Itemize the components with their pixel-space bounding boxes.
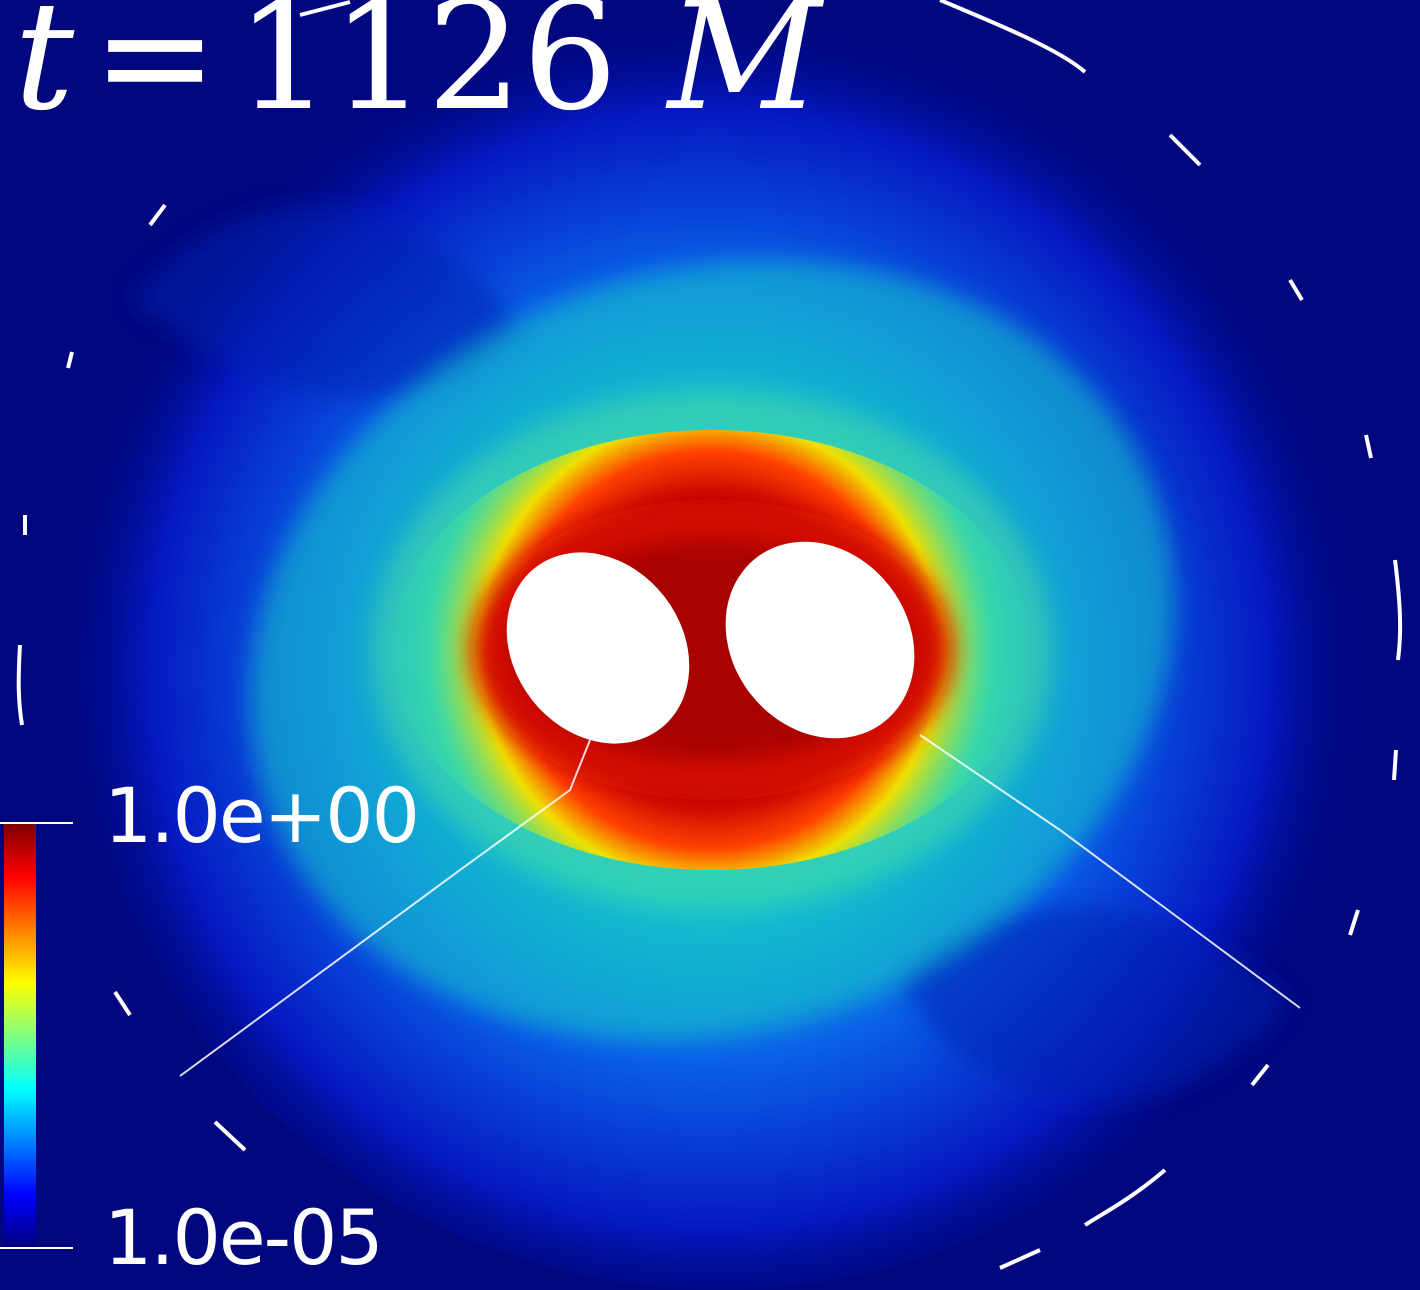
colorbar — [4, 824, 36, 1248]
dark-lobe-upper-left — [130, 205, 520, 398]
colorbar-max-label: 1.0e+00 — [104, 771, 420, 860]
artifact-line-right — [919, 734, 1301, 1009]
time-label: t = 1126 M — [14, 0, 821, 132]
time-unit: M — [667, 0, 822, 144]
time-value: 1126 — [235, 0, 618, 144]
right-hole — [725, 541, 915, 739]
colorbar-max-tick — [0, 822, 73, 824]
dark-lobe-lower-right — [900, 907, 1290, 1103]
left-hole — [506, 552, 690, 744]
artifact-line-left — [179, 739, 591, 1077]
colorbar-min-label: 1.0e-05 — [104, 1193, 384, 1282]
boundary-arcs — [16, 0, 1403, 1270]
time-variable: t — [14, 0, 75, 144]
colorbar-min-tick — [0, 1247, 73, 1249]
equals-sign: = — [92, 0, 218, 144]
